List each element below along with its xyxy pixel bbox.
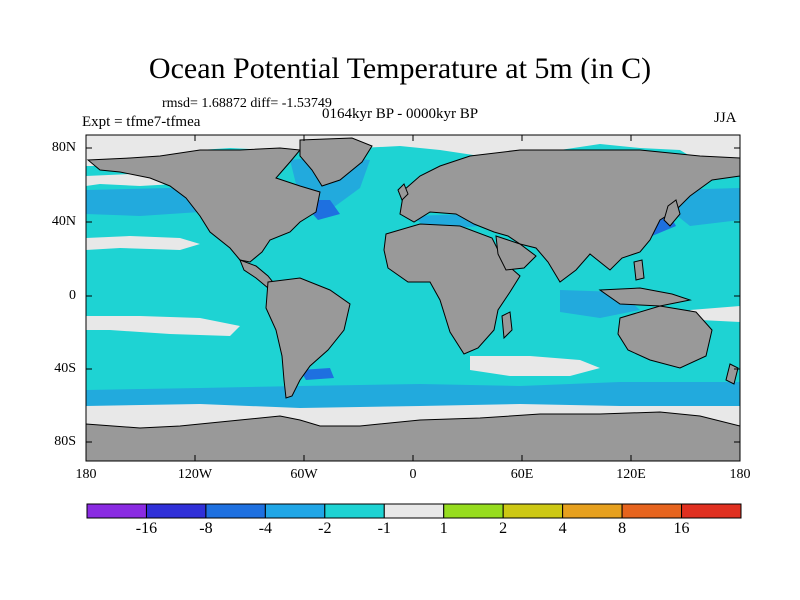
japan [663,199,681,227]
y-tick-label: 80S [54,434,76,449]
colorbar-label: -4 [258,520,273,537]
argentine-strong-cooling [300,368,334,380]
colorbar-swatch [145,503,207,519]
axis-ticks [86,135,740,461]
colorbar-swatch [86,503,147,519]
land-masses [86,137,740,461]
colorbar-swatch [264,503,326,519]
colorbar-label: -1 [377,520,391,537]
period-text: 0164kyr BP - 0000kyr BP [322,106,479,122]
colorbar-label: 1 [439,520,448,537]
colorbar-label: 2 [499,520,508,537]
eurasia [399,149,740,283]
british-isles [397,183,409,201]
colorbar-swatch [443,503,504,519]
s-indian-near-zero [690,306,740,322]
colorbar-swatch [502,503,564,519]
colorbar-label: 8 [618,520,627,537]
x-tick-label: 0 [409,467,417,482]
experiment-text: Expt = tfme7-tfmea [82,114,201,130]
y-tick-label: 80N [51,140,76,155]
x-tick-label: 180 [75,467,97,482]
colorbar-swatch [562,503,623,519]
map-field [86,135,740,461]
arctic-near-zero [86,135,740,170]
colorbar-swatch [681,503,742,519]
map-plot [85,134,741,462]
colorbar-label: -16 [135,520,158,537]
x-tick-label: 180 [729,467,751,482]
australia [617,305,713,369]
season-text: JJA [714,110,737,126]
southern-ocean-cooling [86,382,740,410]
y-tick-label: 0 [69,288,76,303]
colorbar-swatch [324,503,385,519]
x-tick-label: 120W [177,467,213,482]
north-america [86,147,321,263]
colorbar-label: -2 [318,520,332,537]
east-pacific-near-zero [86,316,240,336]
tropical-pacific-near-zero [86,236,200,250]
y-tick-label: 40S [54,361,76,376]
philippines [633,259,645,281]
indonesia [598,287,692,307]
arabia [495,235,537,271]
plot-title: Ocean Potential Temperature at 5m (in C) [148,52,652,85]
colorbar-label: 16 [673,520,690,537]
colorbar-label: 4 [558,520,567,537]
s-atlantic-near-zero [470,356,600,376]
colorbar [86,503,742,519]
colorbar-swatch [205,503,266,519]
greenland [299,137,373,187]
africa [383,223,521,355]
x-tick-label: 60E [510,467,534,482]
colorbar-label: -8 [199,520,213,537]
colorbar-swatch [383,503,445,519]
antarctica [86,411,740,461]
y-tick-label: 40N [51,214,76,229]
south-america [265,277,351,399]
stats-text: rmsd= 1.68872 diff= -1.53749 [162,96,332,111]
x-tick-label: 120E [616,467,646,482]
colorbar-swatch [621,503,683,519]
x-tick-label: 60W [290,467,318,482]
madagascar [501,311,513,340]
